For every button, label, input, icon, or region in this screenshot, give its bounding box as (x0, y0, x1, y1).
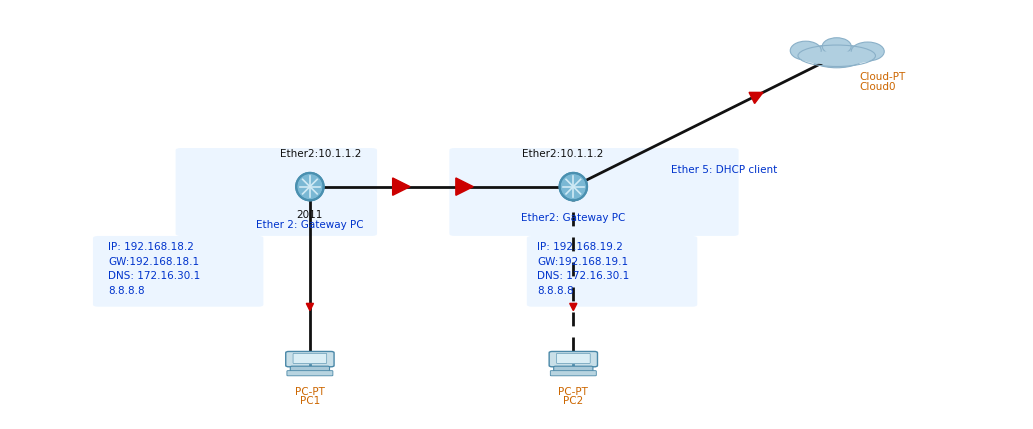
Ellipse shape (822, 38, 851, 55)
Text: Ether2:10.1.1.2: Ether2:10.1.1.2 (523, 149, 603, 159)
Ellipse shape (296, 173, 323, 200)
Polygon shape (456, 178, 473, 195)
FancyBboxPatch shape (527, 236, 697, 307)
Ellipse shape (790, 41, 821, 60)
Ellipse shape (851, 42, 884, 61)
Polygon shape (393, 178, 410, 195)
Text: PC-PT: PC-PT (559, 387, 588, 397)
FancyBboxPatch shape (286, 351, 334, 367)
Text: Cloud0: Cloud0 (859, 82, 896, 91)
Polygon shape (749, 92, 763, 103)
FancyBboxPatch shape (557, 353, 590, 363)
FancyBboxPatch shape (550, 351, 597, 367)
Text: PC-PT: PC-PT (295, 387, 324, 397)
FancyBboxPatch shape (93, 236, 263, 307)
Text: PC2: PC2 (563, 396, 584, 405)
FancyBboxPatch shape (287, 371, 333, 376)
FancyBboxPatch shape (176, 148, 377, 236)
Text: Ether 2: Gateway PC: Ether 2: Gateway PC (256, 220, 364, 230)
Text: Ether2: Gateway PC: Ether2: Gateway PC (521, 213, 626, 223)
Polygon shape (307, 303, 313, 311)
Ellipse shape (560, 173, 587, 200)
Text: IP: 192.168.18.2
GW:192.168.18.1
DNS: 172.16.30.1
8.8.8.8: IP: 192.168.18.2 GW:192.168.18.1 DNS: 17… (108, 242, 200, 296)
Ellipse shape (808, 44, 866, 68)
Text: Cloud-PT: Cloud-PT (859, 72, 906, 82)
Text: PC1: PC1 (300, 396, 320, 405)
Text: Ether 5: DHCP client: Ether 5: DHCP client (671, 165, 778, 175)
Text: Ether2:10.1.1.2: Ether2:10.1.1.2 (280, 149, 361, 159)
Text: 2011: 2011 (296, 210, 323, 220)
Text: IP: 192.168.19.2
GW:192.168.19.1
DNS: 172.16.30.1
8.8.8.8: IP: 192.168.19.2 GW:192.168.19.1 DNS: 17… (537, 242, 629, 296)
Ellipse shape (801, 51, 873, 65)
FancyBboxPatch shape (554, 366, 593, 372)
FancyBboxPatch shape (551, 371, 596, 376)
Polygon shape (570, 303, 576, 311)
FancyBboxPatch shape (449, 148, 739, 236)
FancyBboxPatch shape (293, 353, 326, 363)
FancyBboxPatch shape (290, 366, 330, 372)
